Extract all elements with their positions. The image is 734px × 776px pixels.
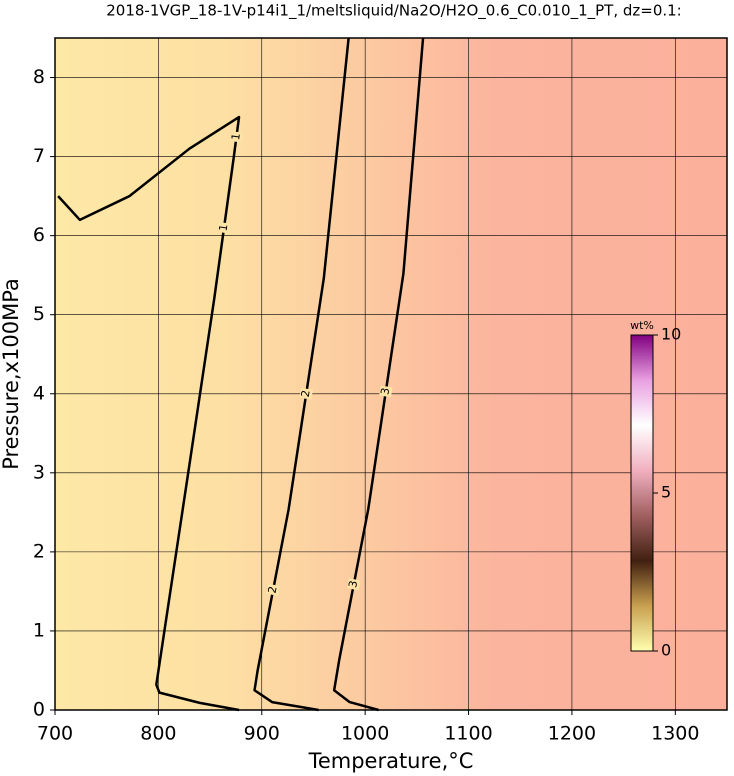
y-tick-label: 0	[33, 699, 45, 721]
x-tick-label: 800	[140, 723, 176, 745]
x-tick-label: 1100	[444, 723, 492, 745]
plot-frame	[54, 37, 728, 711]
y-tick-label: 2	[33, 540, 45, 562]
colorbar-tick-label: 0	[661, 641, 671, 660]
y-tick-label: 8	[33, 66, 45, 88]
contour-label-bg	[266, 583, 280, 596]
colorbar-tick-label: 5	[661, 483, 671, 502]
y-axis-title: Pressure,x100MPa	[0, 278, 23, 470]
contour-line	[253, 37, 350, 712]
contour-label-bg	[217, 221, 231, 234]
contour-label-bg	[346, 578, 361, 591]
x-tick-label: 900	[244, 723, 280, 745]
plot-background	[55, 38, 727, 710]
x-tick-label: 1200	[548, 723, 596, 745]
contour-label: 3	[378, 387, 392, 396]
x-tick-label: 1300	[651, 723, 699, 745]
y-tick-label: 3	[33, 461, 45, 483]
x-axis-title: Temperature,°C	[308, 749, 474, 773]
y-tick-label: 7	[33, 145, 45, 167]
colorbar	[630, 334, 654, 652]
chart-title: 2018-1VGP_18-1V-p14i1_1/meltsliquid/Na2O…	[106, 2, 682, 21]
contour-label: 3	[346, 580, 360, 589]
contour-label-bg	[299, 387, 313, 400]
y-tick-label: 4	[33, 382, 45, 404]
y-tick-label: 6	[33, 224, 45, 246]
contour-line	[332, 37, 425, 712]
y-tick-label: 1	[33, 619, 45, 641]
contour-label-bg	[379, 385, 393, 398]
x-tick-label: 1000	[341, 723, 389, 745]
x-tick-label: 700	[37, 723, 73, 745]
y-tick-label: 5	[33, 303, 45, 325]
contour-label-bg	[229, 131, 244, 143]
contour-label: 2	[299, 389, 313, 398]
contour-label: 2	[266, 585, 280, 594]
colorbar-title: wt%	[630, 319, 654, 332]
contour-label: 1	[229, 132, 243, 141]
contour-label: 1	[217, 223, 231, 232]
colorbar-tick-label: 10	[661, 325, 681, 344]
